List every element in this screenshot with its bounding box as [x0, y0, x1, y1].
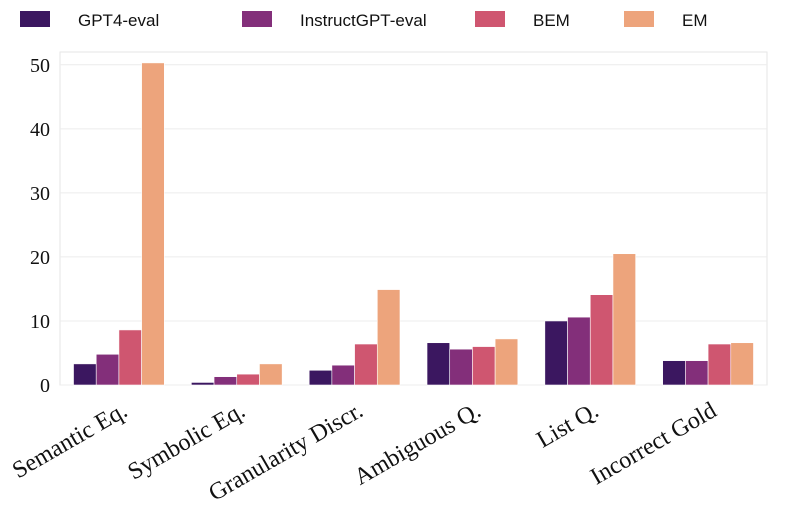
bars	[73, 62, 754, 386]
bar-gpt4-eval-5	[662, 360, 686, 386]
x-tick-label: Ambiguous Q.	[350, 398, 485, 491]
bar-bem-1	[236, 373, 260, 386]
y-tick-label: 10	[30, 311, 50, 333]
bar-instructgpt-eval-4	[567, 316, 591, 386]
legend-swatch	[242, 11, 272, 27]
bar-gpt4-eval-0	[73, 363, 97, 386]
y-tick-label: 20	[30, 247, 50, 269]
x-axis-labels: Semantic Eq.Symbolic Eq.Granularity Disc…	[8, 398, 721, 507]
y-tick-label: 0	[40, 375, 50, 397]
gridlines	[60, 64, 767, 386]
y-tick-label: 50	[30, 55, 50, 77]
bar-em-3	[494, 338, 519, 386]
bar-instructgpt-eval-2	[331, 364, 355, 386]
bar-gpt4-eval-2	[308, 369, 333, 386]
legend-swatch	[624, 11, 654, 27]
bar-instructgpt-eval-5	[685, 360, 709, 386]
bar-bem-0	[118, 329, 142, 386]
bar-gpt4-eval-4	[544, 320, 568, 386]
bar-instructgpt-eval-3	[449, 348, 473, 386]
legend-label: EM	[682, 11, 708, 30]
bar-em-4	[612, 253, 636, 386]
x-tick-label: List Q.	[533, 398, 604, 454]
bar-bem-4	[589, 294, 614, 386]
bar-em-0	[141, 62, 165, 386]
legend: GPT4-eval InstructGPT-eval BEM EM	[20, 11, 708, 30]
legend-label: GPT4-eval	[78, 11, 159, 30]
bar-bem-3	[472, 346, 496, 386]
legend-swatch	[475, 11, 505, 27]
x-tick-label: Semantic Eq.	[8, 398, 132, 485]
bar-gpt4-eval-1	[191, 382, 215, 386]
y-tick-label: 30	[30, 183, 50, 205]
y-axis-ticks: 0 10 20 30 40 50	[30, 55, 50, 397]
bar-gpt4-eval-3	[426, 342, 451, 386]
bar-em-1	[259, 363, 283, 386]
legend-swatch	[20, 11, 50, 27]
legend-label: InstructGPT-eval	[300, 11, 427, 30]
bar-em-2	[376, 289, 401, 386]
bar-instructgpt-eval-1	[213, 376, 238, 386]
bar-bem-5	[707, 343, 732, 386]
bar-instructgpt-eval-0	[95, 353, 120, 386]
plot-area	[59, 51, 768, 386]
bar-em-5	[730, 342, 754, 386]
legend-label: BEM	[533, 11, 570, 30]
bar-bem-2	[354, 343, 378, 386]
y-tick-label: 40	[30, 119, 50, 141]
x-tick-label: Incorrect Gold	[586, 398, 721, 491]
